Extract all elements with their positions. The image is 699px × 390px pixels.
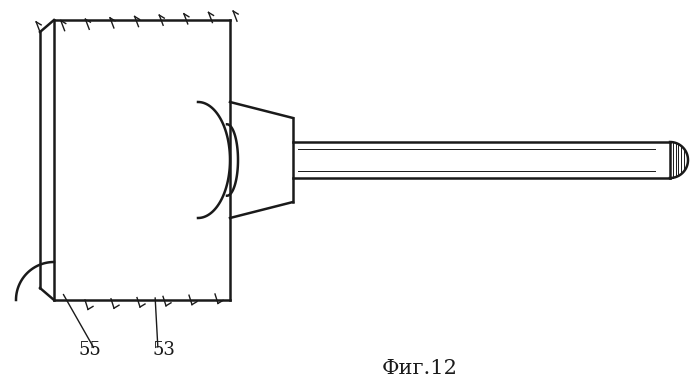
Text: 55: 55 [79, 341, 102, 359]
Text: 53: 53 [152, 341, 175, 359]
Text: Фиг.12: Фиг.12 [382, 358, 458, 378]
